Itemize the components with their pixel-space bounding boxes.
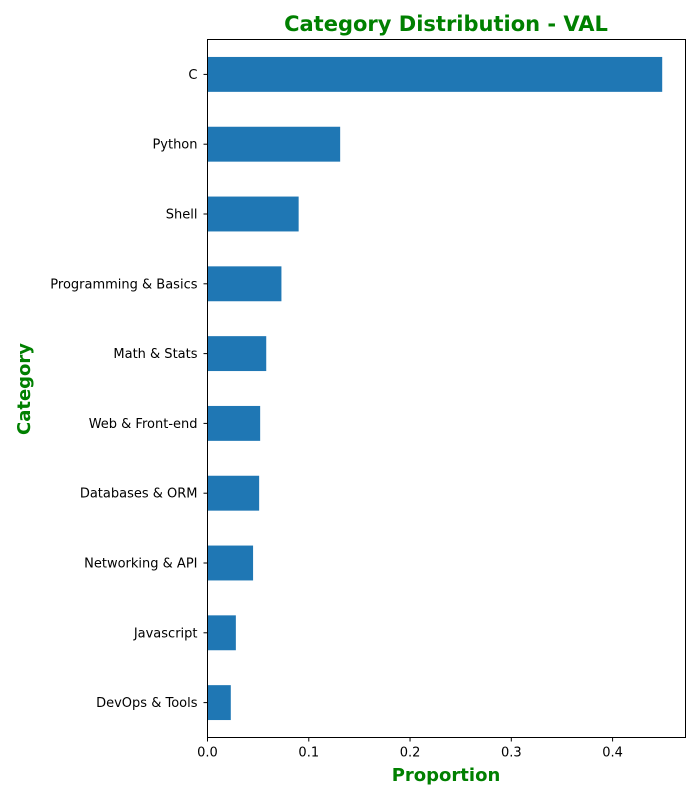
y-tick-label: Web & Front-end [89, 417, 198, 432]
bars-group [207, 56, 663, 721]
bar-devops-tools [207, 685, 231, 721]
y-tick-label: Shell [166, 208, 198, 223]
y-tick-label: Math & Stats [113, 347, 197, 362]
y-axis-title: Category [14, 343, 35, 435]
chart-title: Category Distribution - VAL [284, 12, 608, 36]
x-tick-label: 0.0 [197, 746, 218, 761]
x-tick-label: 0.3 [501, 746, 522, 761]
y-tick-label: Python [152, 138, 197, 153]
bar-python [207, 126, 341, 162]
y-tick-label: Networking & API [84, 557, 197, 572]
x-tick-label: 0.4 [602, 746, 623, 761]
y-tick-label: DevOps & Tools [96, 696, 198, 711]
bar-databases-orm [207, 475, 260, 511]
y-tick-label: Databases & ORM [80, 487, 198, 502]
bar-c [207, 56, 663, 92]
y-tick-label: Programming & Basics [50, 277, 197, 292]
bar-math-stats [207, 336, 267, 372]
bar-shell [207, 196, 299, 232]
x-tick-label: 0.2 [400, 746, 421, 761]
bar-programming-basics [207, 266, 282, 302]
plot-frame [207, 39, 686, 738]
bar-networking-api [207, 545, 254, 581]
x-tick-label: 0.1 [298, 746, 319, 761]
x-axis-title: Proportion [392, 765, 501, 786]
bar-javascript [207, 615, 236, 651]
y-ticks-group: C Python Shell Programming & Basics Math & S… [50, 68, 208, 711]
y-tick-label: Javascript [133, 626, 198, 641]
bar-web-front-end [207, 405, 261, 441]
x-ticks-group: 0.0 0.1 0.2 0.3 0.4 [197, 737, 623, 761]
y-tick-label: C [188, 68, 197, 83]
